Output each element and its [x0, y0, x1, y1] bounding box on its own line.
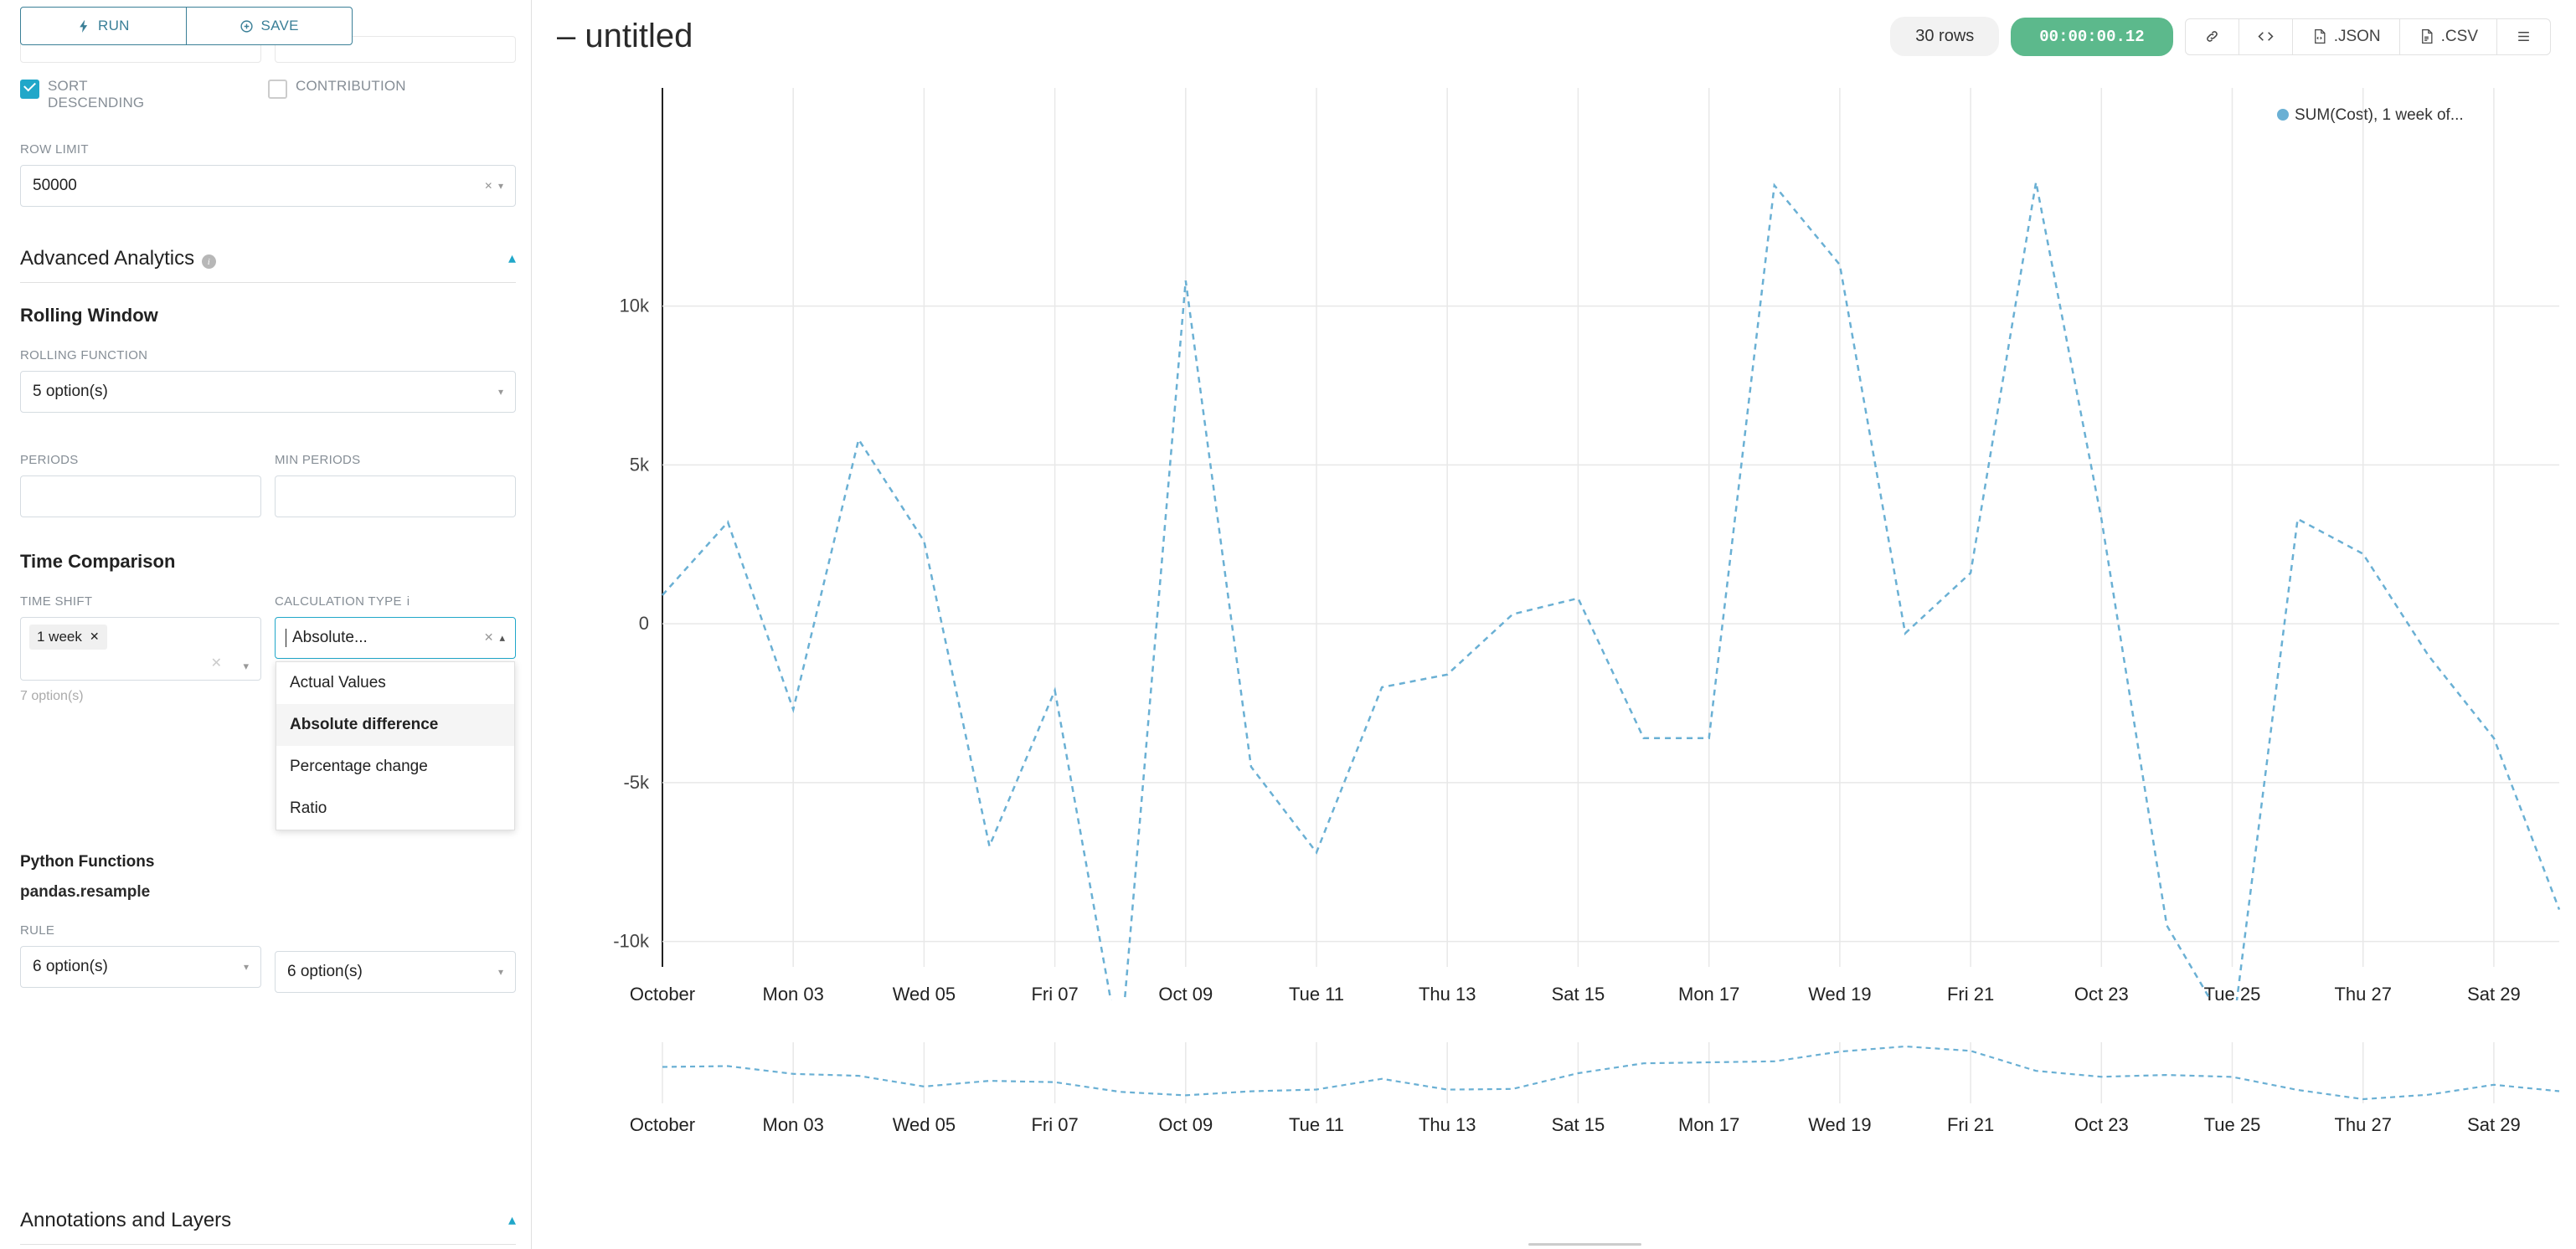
svg-text:Wed 19: Wed 19: [1808, 1114, 1871, 1135]
svg-text:Wed 19: Wed 19: [1808, 984, 1871, 1000]
svg-text:Mon 17: Mon 17: [1678, 984, 1739, 1000]
svg-text:Sat 29: Sat 29: [2467, 1114, 2521, 1135]
svg-text:SUM(Cost), 1 week of...: SUM(Cost), 1 week of...: [2295, 106, 2464, 124]
svg-text:Oct 23: Oct 23: [2074, 984, 2129, 1000]
svg-text:Fri 21: Fri 21: [1947, 984, 1994, 1000]
svg-text:Sat 15: Sat 15: [1552, 1114, 1605, 1135]
svg-text:Sat 29: Sat 29: [2467, 984, 2521, 1000]
svg-text:Sat 15: Sat 15: [1552, 984, 1605, 1000]
svg-text:Wed 05: Wed 05: [893, 984, 956, 1000]
svg-text:Oct 09: Oct 09: [1158, 1114, 1213, 1135]
svg-text:Wed 05: Wed 05: [893, 1114, 956, 1135]
svg-text:Thu 27: Thu 27: [2334, 1114, 2392, 1135]
svg-text:Mon 03: Mon 03: [763, 984, 824, 1000]
svg-text:Fri 07: Fri 07: [1031, 984, 1078, 1000]
svg-text:10k: 10k: [620, 296, 650, 316]
svg-text:Fri 07: Fri 07: [1031, 1114, 1078, 1135]
svg-text:Mon 17: Mon 17: [1678, 1114, 1739, 1135]
svg-text:Tue 11: Tue 11: [1289, 1114, 1344, 1135]
svg-text:October: October: [630, 984, 695, 1000]
svg-text:Tue 11: Tue 11: [1289, 984, 1344, 1000]
svg-text:Oct 23: Oct 23: [2074, 1114, 2129, 1135]
svg-text:Thu 27: Thu 27: [2334, 984, 2392, 1000]
svg-text:Tue 25: Tue 25: [2204, 1114, 2261, 1135]
svg-text:Mon 03: Mon 03: [763, 1114, 824, 1135]
svg-text:Thu 13: Thu 13: [1419, 1114, 1476, 1135]
svg-text:Fri 21: Fri 21: [1947, 1114, 1994, 1135]
svg-text:0: 0: [639, 613, 649, 634]
svg-text:October: October: [630, 1114, 695, 1135]
svg-text:5k: 5k: [630, 454, 650, 475]
svg-text:-10k: -10k: [613, 931, 650, 952]
svg-text:Tue 25: Tue 25: [2204, 984, 2261, 1000]
svg-text:-5k: -5k: [623, 772, 650, 793]
svg-text:Oct 09: Oct 09: [1158, 984, 1213, 1000]
svg-text:Thu 13: Thu 13: [1419, 984, 1476, 1000]
